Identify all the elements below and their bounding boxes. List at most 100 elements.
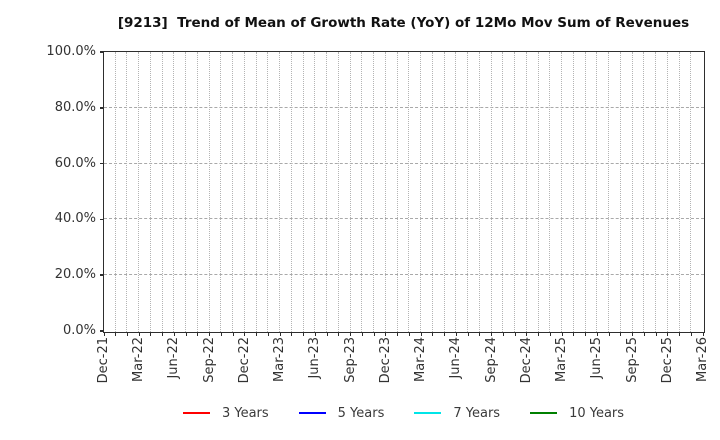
x-tick-mark [514, 332, 516, 336]
v-gridline [561, 51, 563, 332]
y-tick-label: 40.0% [54, 211, 96, 227]
v-gridline [549, 51, 551, 332]
v-gridline [373, 51, 375, 332]
x-tick-mark [408, 332, 410, 336]
legend-item: 7 Years [414, 406, 500, 421]
x-tick-mark [267, 332, 269, 336]
x-tick-mark [690, 332, 692, 336]
v-gridline [185, 51, 187, 332]
v-gridline [478, 51, 480, 332]
v-gridline [537, 51, 539, 332]
x-tick-label: Dec-21 [96, 337, 111, 384]
v-gridline [502, 51, 504, 332]
x-tick-mark [209, 332, 211, 336]
v-gridline [290, 51, 292, 332]
v-gridline [138, 51, 140, 332]
x-tick-mark [373, 332, 375, 336]
legend-line-swatch [530, 411, 558, 415]
v-gridline [467, 51, 469, 332]
x-tick-label: Jun-25 [589, 337, 605, 379]
x-tick-mark [197, 332, 199, 336]
x-tick-mark [573, 332, 575, 336]
x-tick-mark [467, 332, 469, 336]
x-tick-mark [232, 332, 234, 336]
x-tick-mark [702, 332, 704, 336]
v-gridline [349, 51, 351, 332]
y-tick-label: 0.0% [62, 323, 96, 338]
v-gridline [572, 51, 574, 332]
x-tick-mark [385, 332, 387, 336]
h-gridline [103, 274, 704, 276]
v-gridline [455, 51, 457, 332]
v-gridline [655, 51, 657, 332]
x-tick-mark [185, 332, 187, 336]
x-tick-mark [596, 332, 598, 336]
legend-line-swatch [182, 411, 210, 415]
plot-area [102, 50, 705, 333]
v-gridline [279, 51, 281, 332]
x-tick-label: Sep-23 [342, 337, 358, 383]
x-tick-mark [432, 332, 434, 336]
v-gridline [243, 51, 245, 332]
v-gridline [208, 51, 210, 332]
v-gridline [431, 51, 433, 332]
x-tick-mark [655, 332, 657, 336]
x-tick-label: Mar-25 [554, 337, 570, 382]
x-tick-label: Mar-26 [695, 337, 710, 382]
y-tick-label: 60.0% [54, 155, 96, 171]
x-tick-mark [138, 332, 140, 336]
x-tick-mark [397, 332, 399, 336]
legend-label: 3 Years [221, 405, 269, 421]
x-tick-mark [549, 332, 551, 336]
x-tick-label: Dec-22 [236, 337, 252, 384]
h-gridline [103, 106, 704, 108]
legend-line-swatch [298, 411, 326, 415]
v-gridline [643, 51, 645, 332]
x-tick-mark [479, 332, 481, 336]
x-tick-label: Dec-23 [377, 337, 393, 384]
v-gridline [619, 51, 621, 332]
v-gridline [326, 51, 328, 332]
legend-label: 7 Years [453, 405, 501, 421]
x-tick-mark [256, 332, 258, 336]
v-gridline [584, 51, 586, 332]
x-tick-label: Jun-24 [448, 337, 464, 379]
v-gridline [690, 51, 692, 332]
legend-label: 5 Years [337, 405, 385, 421]
x-tick-mark [608, 332, 610, 336]
x-tick-label: Jun-23 [307, 337, 323, 379]
v-gridline [337, 51, 339, 332]
y-tick-label: 80.0% [54, 99, 96, 115]
y-tick-mark [99, 274, 103, 276]
x-tick-label: Mar-24 [413, 337, 429, 382]
v-gridline [666, 51, 668, 332]
v-gridline [408, 51, 410, 332]
x-tick-mark [350, 332, 352, 336]
x-tick-mark [314, 332, 316, 336]
v-gridline [126, 51, 128, 332]
x-tick-mark [115, 332, 117, 336]
x-tick-mark [491, 332, 493, 336]
x-tick-label: Dec-24 [518, 337, 534, 384]
v-gridline [525, 51, 527, 332]
v-gridline [149, 51, 151, 332]
x-tick-mark [303, 332, 305, 336]
legend-item: 5 Years [298, 405, 385, 421]
legend-item: 10 Years [530, 406, 624, 421]
x-tick-mark [338, 332, 340, 336]
v-gridline [596, 51, 598, 332]
v-gridline [361, 51, 363, 332]
v-gridline [232, 51, 234, 332]
legend-label: 10 Years [569, 405, 625, 421]
v-gridline [678, 51, 680, 332]
x-tick-mark [126, 332, 128, 336]
y-tick-mark [99, 162, 103, 165]
x-tick-mark [632, 332, 634, 336]
x-tick-mark [361, 332, 363, 336]
v-gridline [220, 51, 222, 332]
x-tick-mark [679, 332, 680, 336]
x-tick-mark [620, 332, 622, 336]
v-gridline [420, 51, 422, 332]
x-tick-mark [667, 332, 669, 336]
x-tick-label: Mar-23 [272, 337, 288, 382]
